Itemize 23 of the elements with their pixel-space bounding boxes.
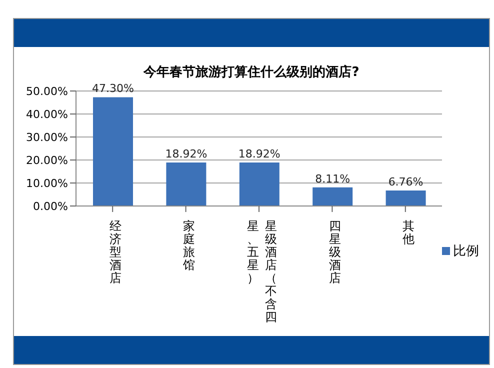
bar bbox=[93, 97, 133, 206]
data-label: 18.92% bbox=[238, 147, 280, 160]
y-tick-label: 20.00% bbox=[26, 154, 68, 167]
y-tick-label: 10.00% bbox=[26, 176, 68, 190]
legend-label: 比例 bbox=[453, 243, 479, 260]
bar bbox=[239, 162, 280, 206]
data-label: 8.11% bbox=[315, 172, 350, 186]
bar bbox=[166, 162, 206, 206]
y-tick-label: 0.00% bbox=[33, 200, 68, 213]
x-tick-label: 家庭旅馆 bbox=[182, 219, 201, 272]
y-tick-label: 40.00% bbox=[26, 108, 68, 121]
category-label: 星级酒店（不含四星、五星） bbox=[247, 219, 283, 324]
data-label: 6.76% bbox=[388, 175, 424, 188]
data-label: 18.92% bbox=[165, 147, 208, 160]
y-tick-label: 50.00% bbox=[26, 84, 68, 98]
chart-title: 今年春节旅游打算住什么级别的酒店? bbox=[142, 64, 360, 81]
bar bbox=[386, 190, 426, 206]
data-label: 47.30% bbox=[92, 82, 134, 96]
x-tick-label: 经济型酒店 bbox=[108, 219, 128, 285]
bar bbox=[312, 187, 353, 206]
y-tick-label: 30.00% bbox=[26, 130, 68, 144]
x-tick-label: 其他 bbox=[401, 219, 420, 246]
x-tick-label: 四星级酒店 bbox=[328, 219, 348, 285]
